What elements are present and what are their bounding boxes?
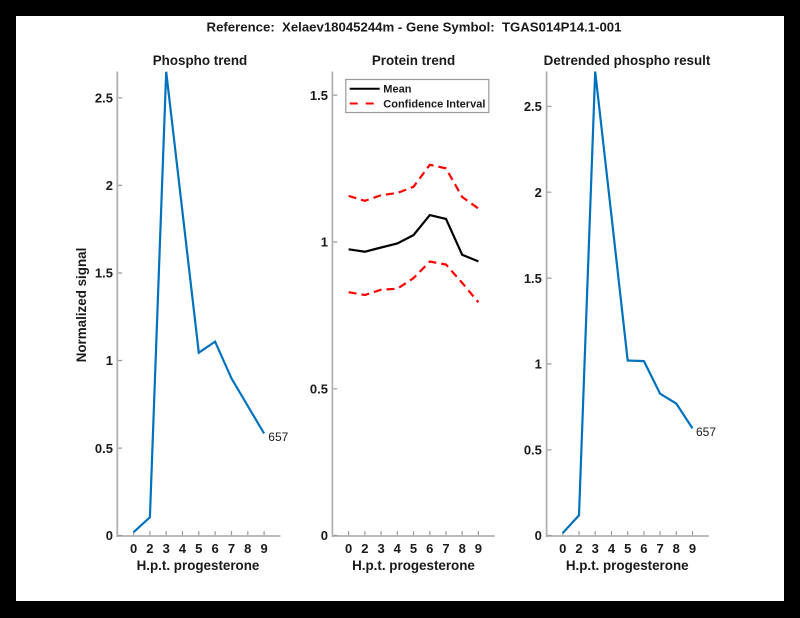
svg-text:5: 5 (624, 541, 631, 556)
svg-text:0.5: 0.5 (310, 382, 328, 397)
svg-text:0: 0 (345, 541, 352, 556)
svg-text:H.p.t. progesterone: H.p.t. progesterone (137, 558, 260, 573)
svg-text:6: 6 (640, 541, 647, 556)
svg-text:1.5: 1.5 (95, 266, 113, 281)
svg-text:1: 1 (535, 357, 542, 372)
svg-text:7: 7 (442, 541, 449, 556)
svg-text:Reference: Xelaev18045244m -: Reference: Xelaev18045244m - Gene Symbol… (207, 19, 622, 34)
svg-text:2.5: 2.5 (95, 91, 113, 106)
svg-text:3: 3 (592, 541, 599, 556)
svg-text:0: 0 (130, 541, 137, 556)
svg-text:9: 9 (260, 541, 267, 556)
svg-text:H.p.t. progesterone: H.p.t. progesterone (566, 558, 689, 573)
svg-text:5: 5 (410, 541, 417, 556)
svg-text:6: 6 (426, 541, 433, 556)
svg-text:H.p.t. progesterone: H.p.t. progesterone (352, 558, 475, 573)
svg-text:0: 0 (559, 541, 566, 556)
svg-text:Detrended phospho result: Detrended phospho result (544, 53, 711, 68)
svg-text:Confidence Interval: Confidence Interval (383, 99, 485, 111)
svg-text:9: 9 (475, 541, 482, 556)
svg-text:3: 3 (163, 541, 170, 556)
svg-text:0.5: 0.5 (524, 443, 542, 458)
svg-text:0: 0 (106, 528, 113, 543)
svg-text:2: 2 (575, 541, 582, 556)
svg-text:Mean: Mean (383, 84, 411, 96)
svg-text:0: 0 (321, 528, 328, 543)
svg-text:0.5: 0.5 (95, 441, 113, 456)
svg-text:8: 8 (673, 541, 680, 556)
svg-text:1.5: 1.5 (524, 271, 542, 286)
svg-text:Phospho trend: Phospho trend (153, 53, 247, 68)
svg-text:8: 8 (244, 541, 251, 556)
svg-text:4: 4 (394, 541, 402, 556)
svg-text:1.5: 1.5 (310, 88, 328, 103)
svg-text:4: 4 (179, 541, 187, 556)
svg-text:0: 0 (535, 528, 542, 543)
svg-text:6: 6 (211, 541, 218, 556)
svg-text:2.5: 2.5 (524, 99, 542, 114)
svg-text:2: 2 (361, 541, 368, 556)
svg-text:8: 8 (459, 541, 466, 556)
svg-text:4: 4 (608, 541, 616, 556)
svg-text:1: 1 (321, 235, 328, 250)
svg-text:1: 1 (106, 353, 113, 368)
svg-text:5: 5 (195, 541, 202, 556)
svg-text:2: 2 (146, 541, 153, 556)
svg-text:7: 7 (228, 541, 235, 556)
svg-text:7: 7 (656, 541, 663, 556)
svg-text:657: 657 (268, 430, 288, 444)
svg-text:3: 3 (377, 541, 384, 556)
svg-text:Protein trend: Protein trend (372, 53, 455, 68)
svg-text:Normalized signal: Normalized signal (74, 248, 89, 363)
svg-text:9: 9 (689, 541, 696, 556)
svg-text:657: 657 (696, 425, 716, 439)
svg-text:2: 2 (106, 178, 113, 193)
svg-text:2: 2 (535, 185, 542, 200)
